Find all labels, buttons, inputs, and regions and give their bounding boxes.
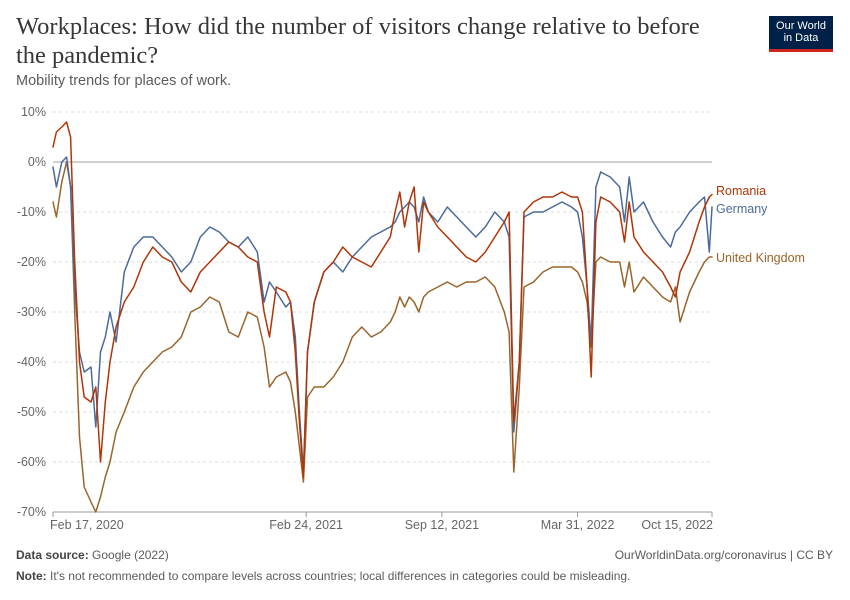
source-line: Data source: Google (2022): [16, 548, 169, 562]
y-tick-label: 0%: [28, 155, 46, 169]
logo-line-1: Our World: [776, 20, 826, 32]
chart-title: Workplaces: How did the number of visito…: [16, 13, 700, 69]
x-tick-label: Feb 24, 2021: [269, 518, 343, 532]
y-tick-label: -20%: [17, 255, 46, 269]
x-tick-label: Oct 15, 2022: [641, 518, 713, 532]
note-label: Note:: [16, 569, 47, 583]
y-tick-label: -70%: [17, 505, 46, 519]
series-label-germany: Germany: [716, 202, 768, 216]
series-line-romania: [52, 121, 713, 478]
series-label-romania: Romania: [716, 184, 766, 198]
x-tick-label: Feb 17, 2020: [50, 518, 124, 532]
y-tick-label: -10%: [17, 205, 46, 219]
source-label: Data source:: [16, 548, 89, 562]
owid-logo[interactable]: Our World in Data: [769, 16, 833, 52]
y-tick-label: -60%: [17, 455, 46, 469]
series-label-united-kingdom: United Kingdom: [716, 251, 805, 265]
y-tick-label: 10%: [21, 105, 46, 119]
series-line-united-kingdom: [52, 161, 713, 513]
y-tick-label: -50%: [17, 405, 46, 419]
line-chart: 10% 0% -10% -20% -30% -40% -50% -60% -70% Feb 17,…: [17, 105, 805, 532]
chart-subtitle: Mobility trends for places of work.: [16, 73, 232, 89]
note-line: Note: It's not recommended to compare le…: [16, 569, 630, 583]
source-text: Google (2022): [92, 548, 169, 562]
x-tick-label: Mar 31, 2022: [541, 518, 615, 532]
y-tick-label: -30%: [17, 305, 46, 319]
x-tick-label: Sep 12, 2021: [405, 518, 479, 532]
y-tick-label: -40%: [17, 355, 46, 369]
note-text: It's not recommended to compare levels a…: [50, 569, 631, 583]
credit-link[interactable]: OurWorldinData.org/coronavirus | CC BY: [614, 548, 833, 562]
logo-line-2: in Data: [783, 32, 819, 44]
